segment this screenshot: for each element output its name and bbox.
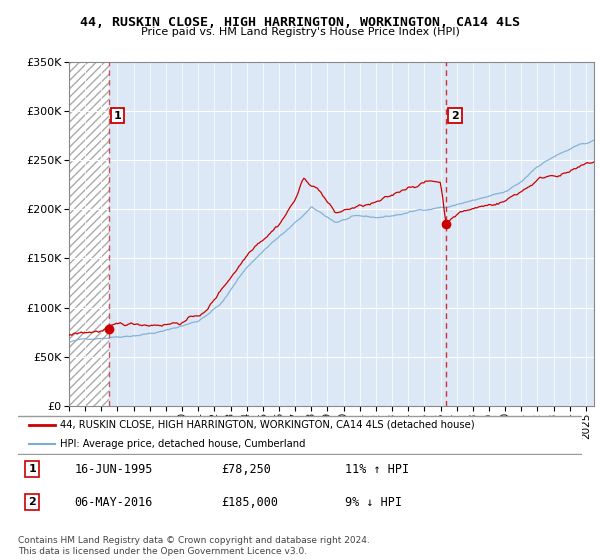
Text: Price paid vs. HM Land Registry's House Price Index (HPI): Price paid vs. HM Land Registry's House … [140, 27, 460, 37]
Text: 2: 2 [28, 497, 36, 507]
Text: 9% ↓ HPI: 9% ↓ HPI [345, 496, 402, 509]
Text: 16-JUN-1995: 16-JUN-1995 [74, 463, 153, 475]
Text: 11% ↑ HPI: 11% ↑ HPI [345, 463, 409, 475]
Text: Contains HM Land Registry data © Crown copyright and database right 2024.
This d: Contains HM Land Registry data © Crown c… [18, 536, 370, 556]
Text: 44, RUSKIN CLOSE, HIGH HARRINGTON, WORKINGTON, CA14 4LS (detached house): 44, RUSKIN CLOSE, HIGH HARRINGTON, WORKI… [60, 420, 475, 430]
Text: £185,000: £185,000 [221, 496, 278, 509]
Text: 06-MAY-2016: 06-MAY-2016 [74, 496, 153, 509]
Text: 1: 1 [113, 111, 121, 121]
Text: 2: 2 [451, 111, 459, 121]
Text: 1: 1 [28, 464, 36, 474]
Text: 44, RUSKIN CLOSE, HIGH HARRINGTON, WORKINGTON, CA14 4LS: 44, RUSKIN CLOSE, HIGH HARRINGTON, WORKI… [80, 16, 520, 29]
FancyBboxPatch shape [15, 416, 584, 454]
Text: £78,250: £78,250 [221, 463, 271, 475]
Text: HPI: Average price, detached house, Cumberland: HPI: Average price, detached house, Cumb… [60, 439, 306, 449]
